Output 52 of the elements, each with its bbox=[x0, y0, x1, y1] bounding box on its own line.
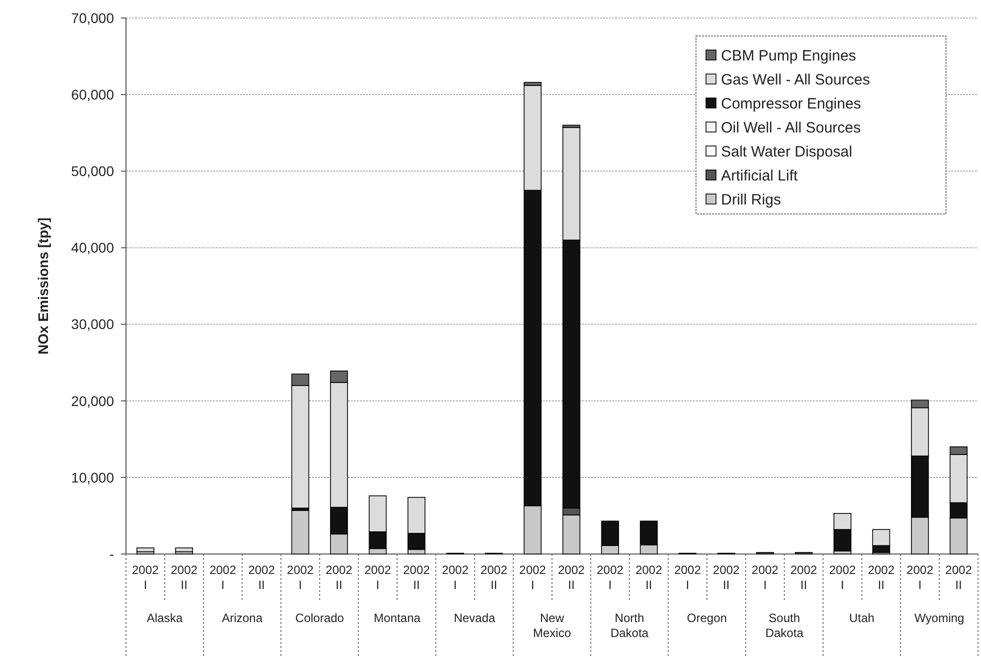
y-tick-label: 70,000 bbox=[71, 10, 114, 26]
x-tick-label: 2002 II bbox=[403, 563, 430, 592]
x-tick-label: 2002 II bbox=[326, 563, 353, 592]
x-tick-label: 2002 I bbox=[829, 563, 856, 592]
x-tick-label: 2002 I bbox=[674, 563, 702, 592]
x-tick-label: 2002 I bbox=[364, 563, 392, 592]
x-tick-label: 2002 II bbox=[790, 563, 818, 592]
legend-label: Drill Rigs bbox=[721, 191, 781, 208]
x-tick-label: 2002 II bbox=[558, 563, 586, 592]
text: South Dakota bbox=[765, 611, 804, 640]
text: Alaska bbox=[146, 611, 184, 625]
legend-label: CBM Pump Engines bbox=[721, 47, 856, 64]
y-tick-label: 20,000 bbox=[71, 392, 114, 409]
legend-label: Gas Well - All Sources bbox=[721, 71, 870, 88]
x-tick-label: 2002 I bbox=[596, 563, 624, 592]
text: Nevada bbox=[454, 611, 496, 625]
x-tick-label: 2002 I bbox=[132, 563, 160, 592]
x-tick-label: 2002 I bbox=[442, 563, 469, 592]
legend-label: Compressor Engines bbox=[721, 95, 862, 112]
x-tick-label: 2002 I bbox=[209, 563, 236, 592]
text: Colorado bbox=[295, 611, 344, 625]
text: Utah bbox=[849, 611, 874, 625]
y-tick-label: 10,000 bbox=[71, 469, 114, 486]
y-tick-label: - bbox=[109, 546, 114, 562]
x-tick-label: 2002 II bbox=[635, 563, 662, 592]
y-tick-label: 40,000 bbox=[71, 240, 114, 256]
legend-label: Oil Well - All Sources bbox=[721, 119, 861, 136]
x-tick-label: 2002 II bbox=[868, 563, 895, 592]
bar bbox=[175, 547, 194, 552]
bar bbox=[291, 510, 310, 554]
x-tick-label: 2002 II bbox=[945, 563, 972, 592]
y-tick-label: 30,000 bbox=[71, 316, 114, 332]
text: Montana bbox=[374, 611, 421, 625]
legend-label: Artificial Lift bbox=[721, 167, 799, 184]
x-tick-label: 2002 II bbox=[248, 563, 276, 592]
x-tick-label: 2002 I bbox=[752, 563, 779, 592]
x-tick-label: 2002 II bbox=[712, 563, 740, 592]
y-tick-label: 50,000 bbox=[71, 163, 114, 180]
x-tick-label: 2002 I bbox=[906, 563, 934, 592]
text: New Mexico bbox=[532, 611, 572, 640]
y-axis-title: NOx Emissions [tpy] bbox=[35, 218, 51, 354]
y-tick-label: 60,000 bbox=[71, 86, 114, 102]
text: Wyoming bbox=[914, 611, 964, 625]
legend-label: Salt Water Disposal bbox=[721, 143, 852, 160]
text: Arizona bbox=[222, 611, 263, 625]
x-tick-label: 2002 II bbox=[480, 563, 508, 592]
x-tick-label: 2002 I bbox=[286, 563, 314, 592]
bar bbox=[136, 547, 154, 552]
text: North Dakota bbox=[610, 611, 649, 640]
x-tick-label: 2002 I bbox=[519, 563, 546, 592]
x-tick-label: 2002 II bbox=[170, 563, 198, 592]
text: Oregon bbox=[686, 611, 727, 625]
